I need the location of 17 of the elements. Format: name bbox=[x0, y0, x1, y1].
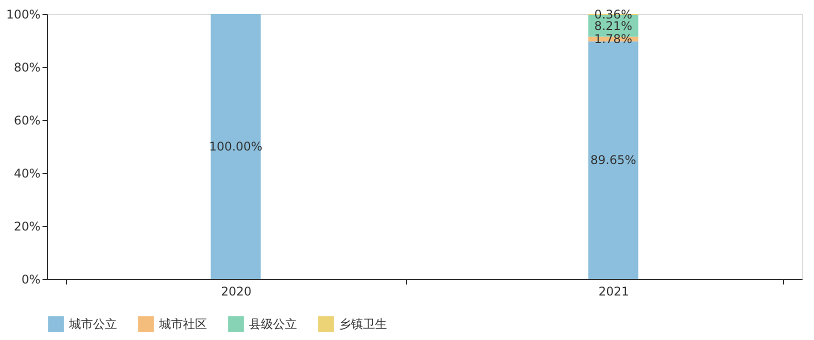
data-label: 1.78% bbox=[594, 32, 632, 46]
y-tick-label: 80% bbox=[14, 60, 40, 74]
legend-label: 城市社区 bbox=[158, 317, 207, 332]
data-label: 0.36% bbox=[594, 7, 632, 22]
data-label: 89.65% bbox=[590, 153, 636, 168]
x-tick-label: 2020 bbox=[220, 284, 252, 298]
y-tick-label: 100% bbox=[6, 8, 40, 22]
y-tick-label: 0% bbox=[21, 272, 40, 286]
data-label: 8.21% bbox=[594, 18, 632, 33]
y-tick-label: 60% bbox=[14, 114, 40, 128]
x-tick-label: 2021 bbox=[598, 284, 630, 298]
legend-label: 乡镇卫生 bbox=[339, 317, 387, 332]
legend-label: 城市公立 bbox=[68, 317, 117, 332]
y-tick-label: 20% bbox=[14, 220, 40, 234]
bar bbox=[210, 14, 261, 279]
y-tick-label: 40% bbox=[14, 166, 40, 180]
legend-label: 县级公立 bbox=[249, 317, 297, 332]
